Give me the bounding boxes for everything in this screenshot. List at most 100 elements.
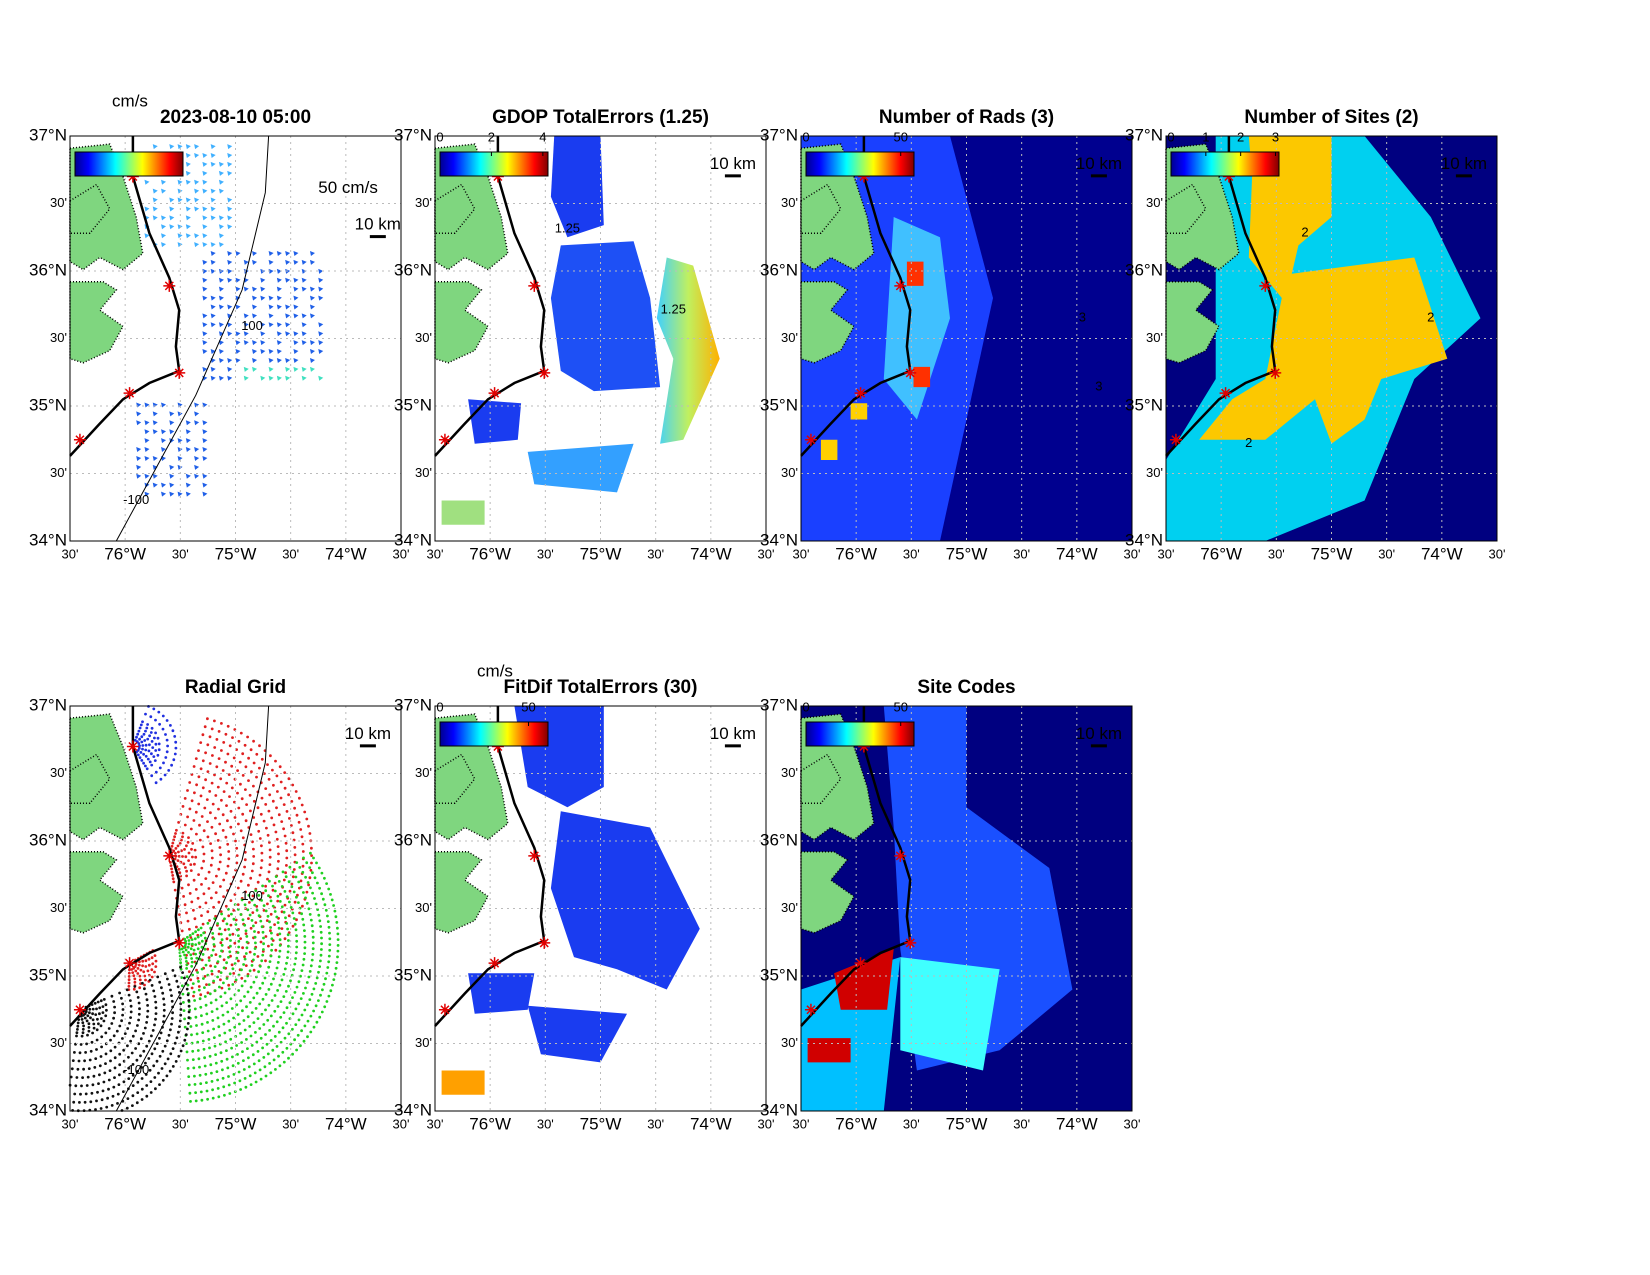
- grid-point: [287, 931, 291, 934]
- grid-point: [277, 813, 281, 817]
- grid-point: [152, 707, 156, 711]
- data-field: [820, 439, 838, 460]
- site-marker: [904, 936, 917, 949]
- grid-point: [294, 951, 298, 955]
- panel-title: GDOP TotalErrors (1.25): [492, 107, 709, 128]
- grid-point: [276, 933, 280, 937]
- vector-arrow: [309, 349, 315, 355]
- vector-arrow: [202, 455, 208, 461]
- vector-arrow: [194, 179, 200, 185]
- vector-arrow: [218, 242, 224, 248]
- grid-point: [264, 909, 268, 913]
- grid-point: [293, 853, 297, 857]
- grid-point: [288, 889, 292, 893]
- grid-point: [236, 903, 240, 906]
- vector-arrow: [161, 402, 167, 408]
- lon-label: 76°W: [1200, 544, 1242, 563]
- lon-label: 74°W: [325, 1114, 367, 1133]
- vector-arrow: [227, 251, 233, 257]
- grid-point: [193, 1007, 197, 1011]
- grid-point: [179, 967, 183, 971]
- grid-point: [110, 1022, 114, 1025]
- grid-point: [282, 803, 286, 806]
- grid-point: [134, 969, 138, 973]
- grid-point: [139, 1054, 142, 1058]
- grid-point: [170, 763, 174, 767]
- grid-point: [262, 1056, 266, 1059]
- grid-point: [87, 1022, 91, 1026]
- grid-point: [173, 857, 177, 861]
- grid-point: [315, 1020, 319, 1024]
- grid-point: [263, 976, 267, 980]
- grid-point: [225, 804, 228, 807]
- grid-point: [270, 937, 274, 941]
- grid-point: [213, 719, 216, 723]
- grid-point: [99, 999, 103, 1003]
- grid-point: [283, 937, 287, 941]
- grid-point: [130, 968, 134, 971]
- grid-point: [168, 1069, 172, 1073]
- grid-point: [101, 1005, 105, 1008]
- grid-point: [186, 840, 190, 844]
- grid-point: [95, 1048, 98, 1051]
- site-marker: [804, 1003, 817, 1016]
- grid-point: [158, 766, 162, 770]
- grid-point: [299, 997, 303, 1000]
- grid-point: [336, 926, 339, 930]
- grid-point: [188, 892, 192, 895]
- colorbar-tick-label: 4: [539, 129, 546, 144]
- grid-point: [206, 835, 210, 839]
- grid-point: [107, 1027, 111, 1030]
- grid-point: [243, 923, 247, 927]
- grid-point: [112, 1016, 115, 1020]
- grid-point: [264, 787, 268, 790]
- grid-point: [86, 1014, 90, 1018]
- grid-point: [248, 969, 252, 973]
- grid-point: [220, 986, 224, 990]
- grid-point: [200, 866, 204, 870]
- grid-point: [193, 862, 196, 866]
- grid-point: [274, 948, 278, 952]
- vector-arrow: [268, 322, 274, 328]
- grid-point: [237, 1070, 241, 1074]
- grid-point: [142, 1049, 146, 1053]
- grid-point: [131, 1094, 135, 1098]
- grid-point: [223, 1031, 227, 1035]
- grid-point: [199, 741, 203, 744]
- grid-point: [205, 1089, 209, 1093]
- colorbar-tick-label: 0: [436, 129, 443, 144]
- grid-point: [299, 1044, 302, 1048]
- colorbar-tick-label: 50: [521, 699, 535, 714]
- lat-label: 30': [415, 1035, 432, 1050]
- grid-point: [314, 982, 318, 985]
- grid-point: [151, 962, 155, 966]
- grid-point: [313, 876, 317, 880]
- grid-point: [295, 985, 299, 989]
- grid-point: [171, 874, 175, 877]
- lat-label: 34°N: [394, 530, 432, 549]
- grid-point: [153, 1047, 157, 1051]
- grid-point: [239, 999, 243, 1003]
- vector-arrow: [185, 420, 191, 426]
- grid-point: [185, 967, 189, 970]
- grid-point: [320, 871, 324, 875]
- grid-point: [235, 846, 239, 850]
- grid-point: [203, 995, 207, 998]
- grid-point: [157, 748, 161, 752]
- grid-point: [275, 1045, 279, 1048]
- grid-point: [189, 827, 193, 831]
- grid-point: [78, 1101, 81, 1104]
- grid-point: [268, 879, 271, 883]
- grid-point: [95, 1099, 98, 1103]
- grid-point: [95, 1028, 99, 1032]
- grid-point: [136, 753, 140, 757]
- grid-point: [131, 1104, 134, 1107]
- grid-point: [127, 984, 131, 988]
- vector-arrow: [210, 322, 216, 328]
- grid-point: [219, 971, 223, 974]
- grid-point: [299, 885, 303, 889]
- grid-point: [281, 1026, 285, 1030]
- grid-point: [71, 1059, 75, 1062]
- grid-point: [275, 806, 278, 810]
- grid-point: [291, 996, 294, 999]
